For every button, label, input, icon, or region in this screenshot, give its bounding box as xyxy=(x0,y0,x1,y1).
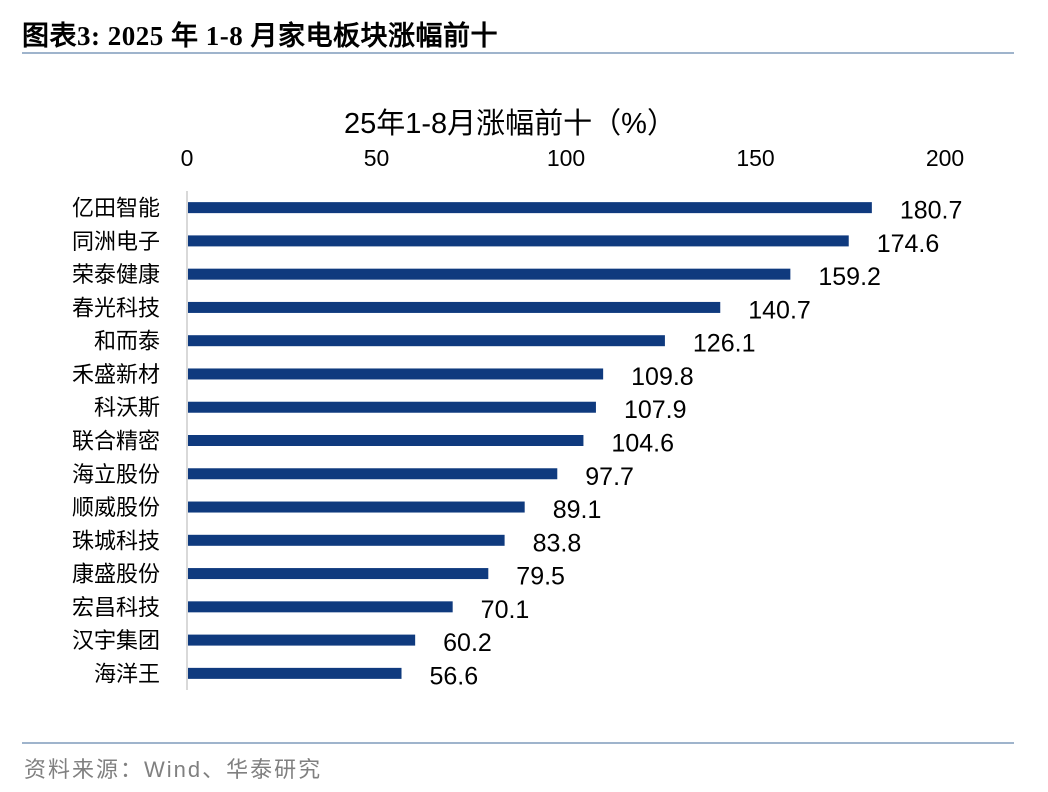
bar xyxy=(188,235,849,247)
x-tick-label: 100 xyxy=(547,145,585,171)
data-label: 56.6 xyxy=(430,662,479,690)
data-label: 104.6 xyxy=(611,430,674,458)
data-label: 159.2 xyxy=(818,263,881,291)
bar xyxy=(188,634,416,646)
bar xyxy=(188,667,402,679)
bar xyxy=(188,268,791,280)
data-label: 109.8 xyxy=(631,363,694,391)
data-label: 180.7 xyxy=(900,197,963,225)
category-label: 同洲电子 xyxy=(72,229,160,254)
category-label: 荣泰健康 xyxy=(72,262,160,287)
category-label: 海立股份 xyxy=(72,462,160,487)
bar xyxy=(188,401,596,413)
source-note: 资料来源：Wind、华泰研究 xyxy=(24,757,323,782)
data-label: 79.5 xyxy=(516,563,565,591)
x-tick-label: 150 xyxy=(736,145,774,171)
bar xyxy=(188,335,665,347)
category-label: 顺威股份 xyxy=(72,495,160,520)
footer-divider xyxy=(22,742,1014,744)
data-label: 60.2 xyxy=(443,629,492,657)
x-tick-label: 50 xyxy=(364,145,390,171)
bar xyxy=(188,435,584,446)
category-label: 和而泰 xyxy=(94,329,160,354)
x-tick-label: 200 xyxy=(926,145,964,171)
category-labels: 亿田智能同洲电子荣泰健康春光科技和而泰禾盛新材科沃斯联合精密海立股份顺威股份珠城… xyxy=(72,196,160,687)
bar xyxy=(188,568,489,580)
figure-header: 图表3: 2025 年 1-8 月家电板块涨幅前十 xyxy=(22,12,1014,54)
category-label: 春光科技 xyxy=(72,295,160,320)
category-label: 宏昌科技 xyxy=(72,595,160,620)
category-label: 汉宇集团 xyxy=(72,628,160,653)
data-label: 89.1 xyxy=(553,496,602,524)
bar xyxy=(188,501,525,513)
data-label: 174.6 xyxy=(877,230,940,258)
figure-title: 图表3: 2025 年 1-8 月家电板块涨幅前十 xyxy=(22,21,498,51)
x-tick-label: 0 xyxy=(181,145,194,171)
data-label: 140.7 xyxy=(748,296,811,324)
category-label: 联合精密 xyxy=(72,429,160,454)
bar xyxy=(188,301,721,313)
x-axis-ticks: 0 50 100 150 200 xyxy=(181,145,965,171)
bar xyxy=(188,468,558,480)
bar xyxy=(188,368,604,380)
bar xyxy=(188,202,872,214)
category-label: 康盛股份 xyxy=(72,562,160,587)
chart-title: 25年1-8月涨幅前十（%） xyxy=(344,107,676,140)
data-label: 107.9 xyxy=(624,396,687,424)
bar xyxy=(188,601,453,613)
category-label: 珠城科技 xyxy=(72,528,160,553)
category-label: 科沃斯 xyxy=(94,395,160,420)
data-label: 126.1 xyxy=(693,330,756,358)
category-label: 亿田智能 xyxy=(72,196,160,221)
category-label: 海洋王 xyxy=(94,661,160,686)
category-label: 禾盛新材 xyxy=(72,362,160,387)
data-label: 83.8 xyxy=(533,529,582,557)
data-label: 97.7 xyxy=(585,463,634,491)
data-label: 70.1 xyxy=(481,596,530,624)
bars xyxy=(188,202,872,679)
bar xyxy=(188,534,505,546)
